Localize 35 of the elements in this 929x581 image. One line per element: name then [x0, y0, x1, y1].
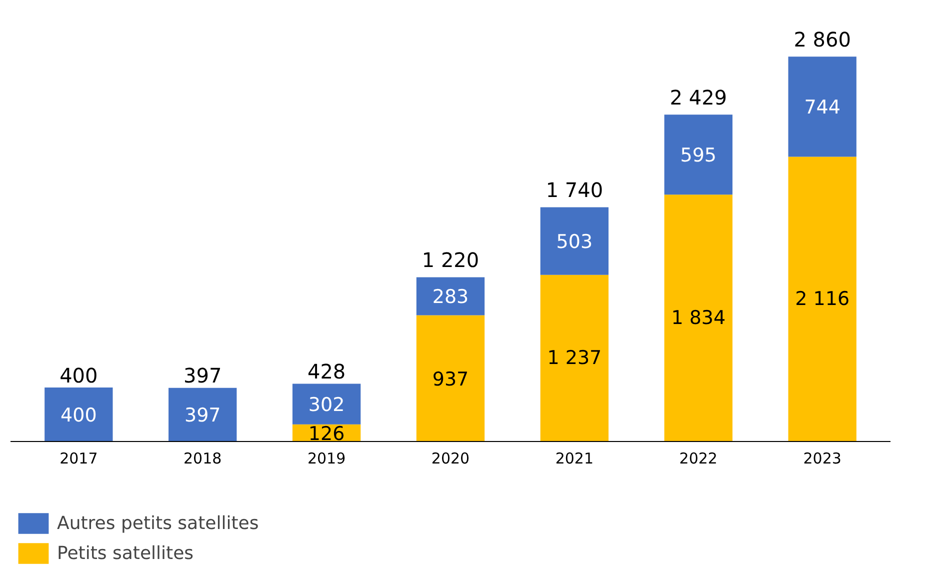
bar	[416, 315, 485, 442]
bar	[540, 274, 609, 442]
bar	[664, 114, 732, 195]
total-label: 1 220	[422, 248, 480, 272]
data-label: 595	[680, 144, 717, 167]
data-label: 744	[804, 96, 840, 119]
x-tick-label: 2020	[431, 449, 470, 468]
legend-label: Petits satellites	[57, 542, 194, 564]
x-tick-label: 2021	[555, 449, 594, 468]
bar	[788, 156, 856, 442]
total-label: 2 429	[670, 85, 728, 110]
data-label: 400	[60, 404, 97, 426]
bar	[788, 56, 856, 157]
legend-label: Autres petits satellites	[57, 512, 259, 534]
data-label: 283	[432, 286, 469, 308]
x-tick-label: 2017	[60, 449, 98, 468]
total-label: 397	[184, 364, 222, 388]
bar	[664, 194, 732, 442]
data-label: 126	[308, 422, 345, 445]
data-label: 503	[556, 231, 593, 254]
x-tick-label: 2019	[307, 449, 346, 468]
bar	[540, 207, 609, 275]
total-label: 400	[60, 363, 98, 388]
total-label: 1 740	[546, 178, 604, 202]
total-label: 2 860	[794, 27, 851, 52]
x-tick-label: 2023	[803, 449, 842, 468]
data-label: 1 834	[671, 306, 726, 329]
x-tick-label: 2022	[679, 449, 718, 468]
data-label: 397	[184, 404, 221, 427]
data-label: 2 116	[795, 288, 850, 310]
x-tick-label: 2018	[184, 449, 222, 468]
data-label: 1 237	[547, 347, 602, 370]
data-label: 302	[308, 394, 345, 416]
data-label: 937	[432, 368, 469, 390]
total-label: 428	[307, 360, 346, 384]
